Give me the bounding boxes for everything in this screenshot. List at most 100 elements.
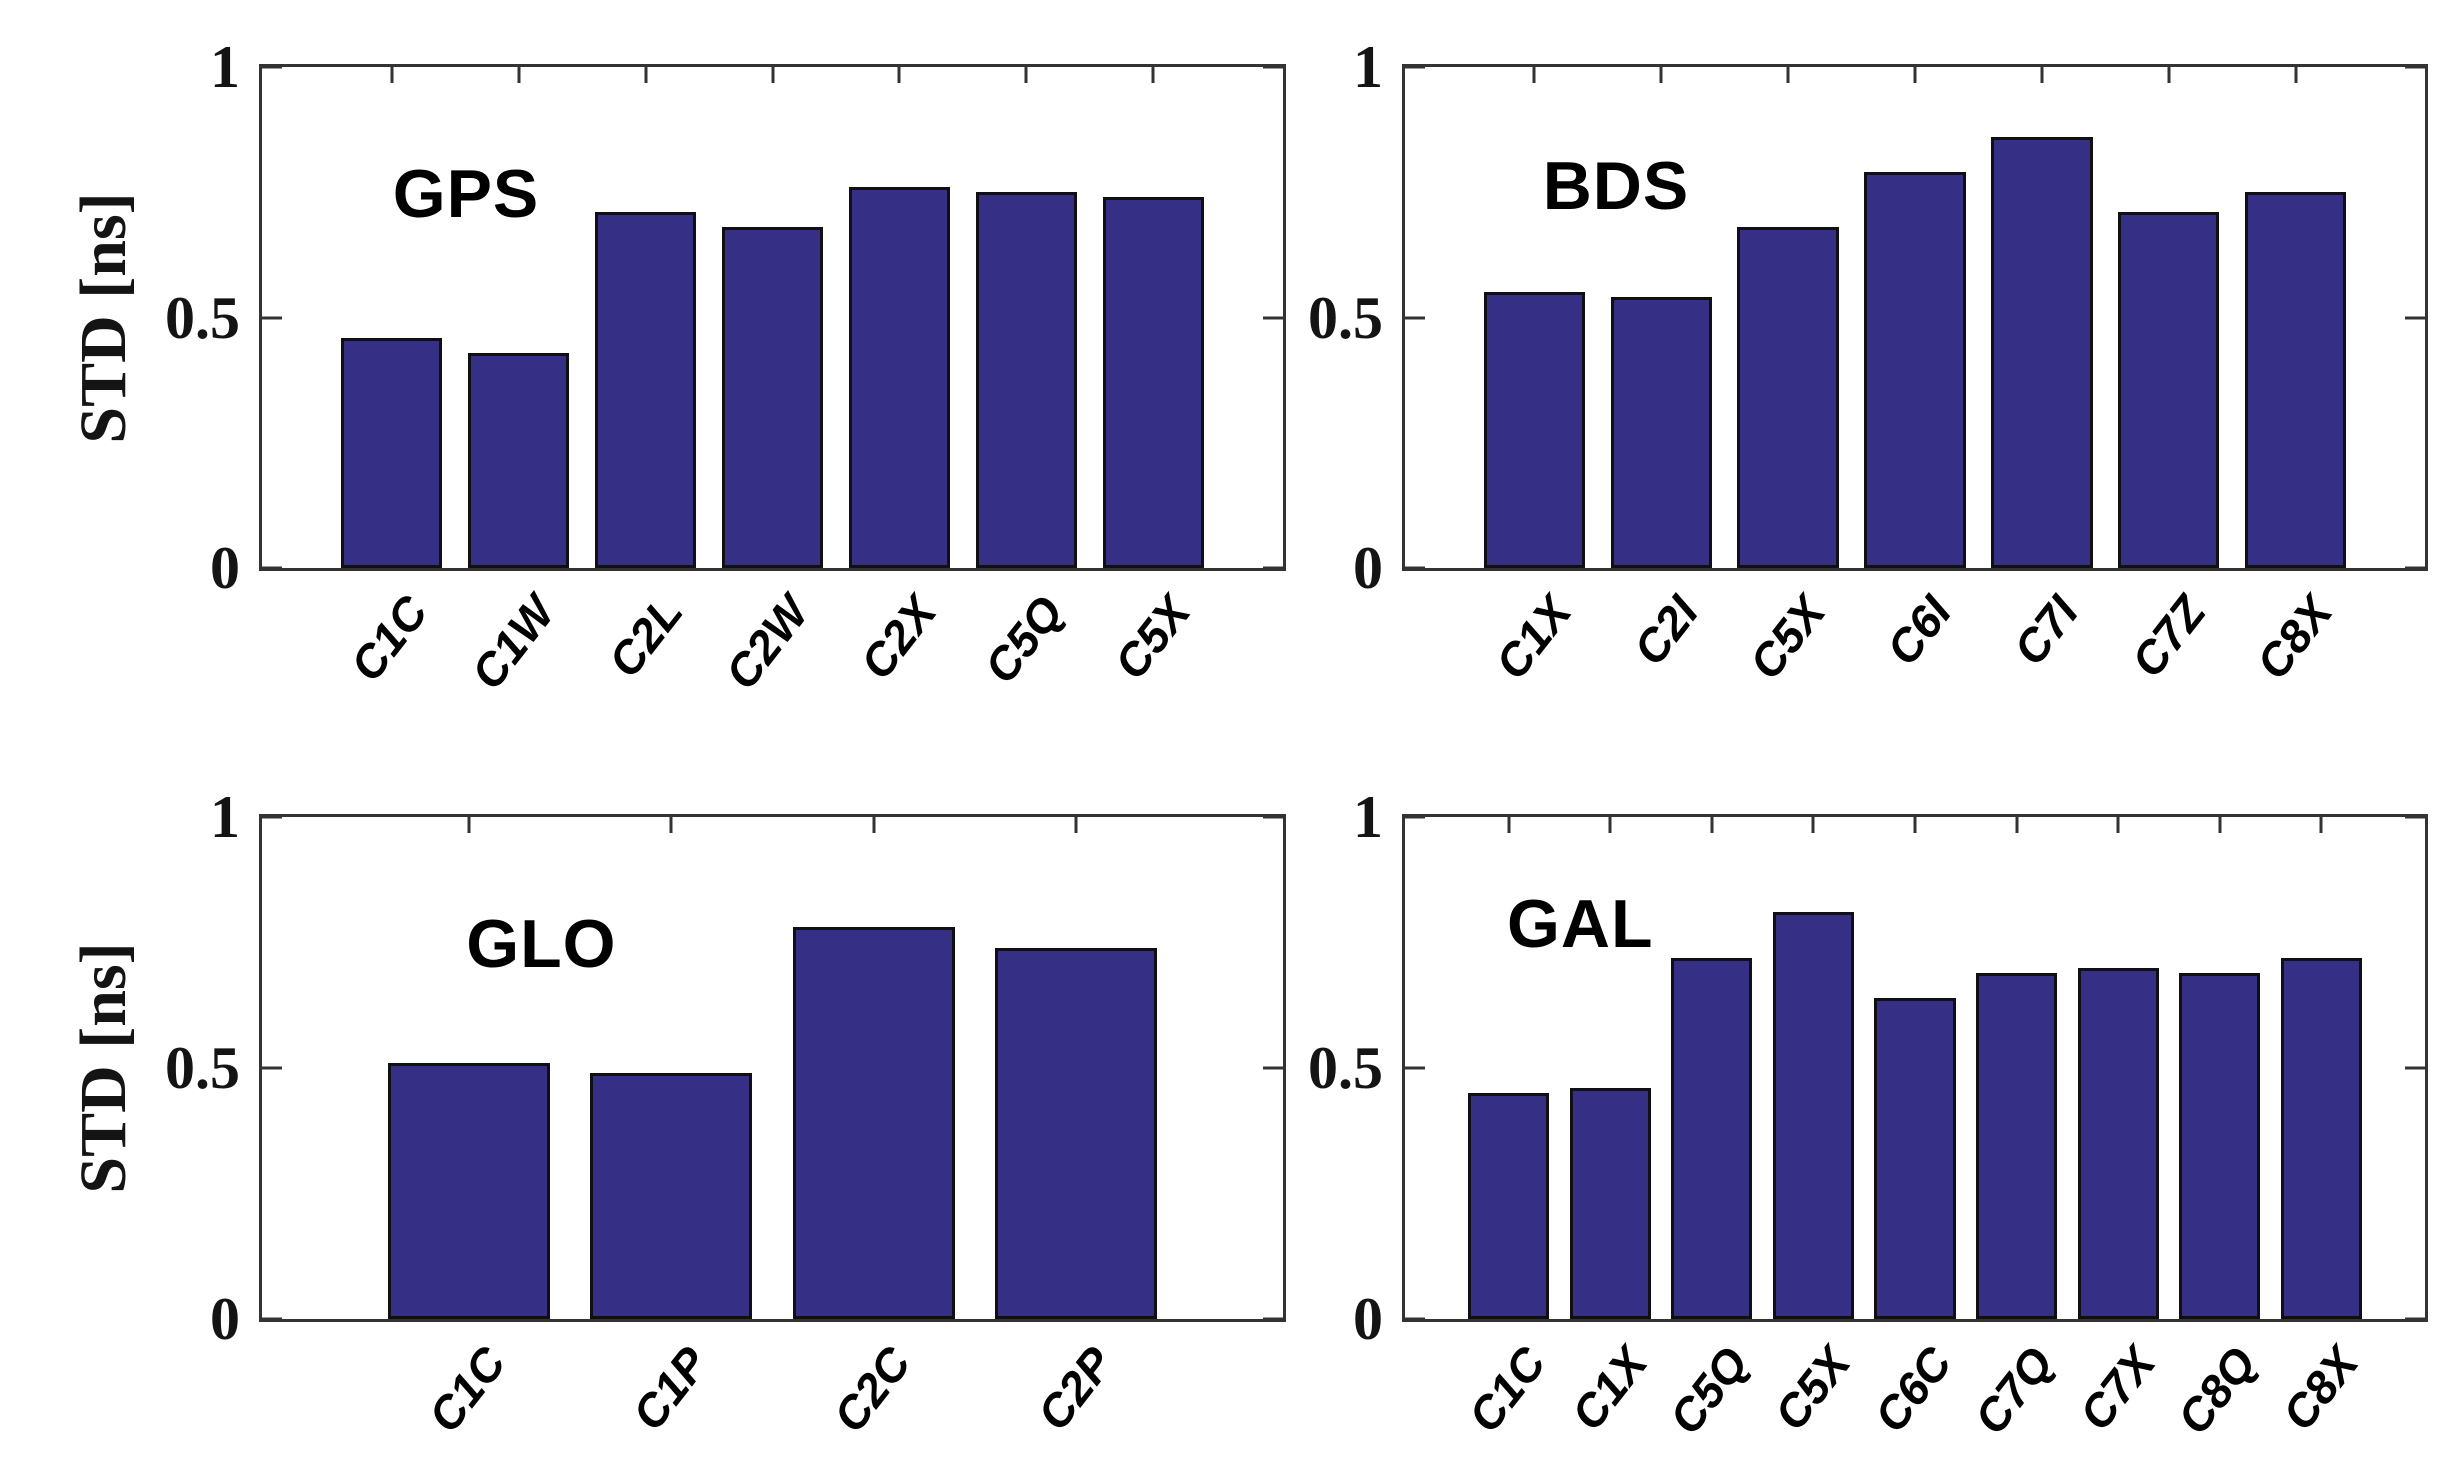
subplot-glo: STD [ns] 0 0.5 1 C1C C1P C2C C2P GLO — [67, 787, 1286, 1442]
y-tick — [262, 1066, 282, 1070]
bar — [1467, 1093, 1550, 1319]
y-tick — [1263, 316, 1283, 319]
y-tick-label: 0 — [210, 535, 240, 601]
x-tick-top — [1913, 817, 1917, 833]
subplot-bds: 0 0.5 1 C1X C2I C5X C6I C7I C7Z C8X BDS — [1308, 37, 2428, 689]
y-tick — [2405, 815, 2425, 819]
bar — [2179, 972, 2261, 1319]
panel-label: BDS — [1542, 148, 1690, 225]
subplot-gal: 0 0.5 1 C1C C1X C5Q C5X C6C C7Q C7X C8Q C8X GAL — [1308, 787, 2428, 1444]
y-tick — [2405, 1066, 2425, 1070]
x-tick-top — [1811, 817, 1815, 833]
x-tick-label-text: C5X — [1104, 586, 1201, 689]
bar — [1737, 227, 1839, 568]
bar — [2117, 212, 2220, 568]
bar — [1671, 957, 1753, 1319]
x-tick-label-text: C1C — [1457, 1337, 1556, 1442]
bar — [1102, 197, 1205, 568]
bar — [590, 1073, 753, 1319]
x-tick-label-text: C7X — [2068, 1337, 2165, 1440]
bar — [995, 947, 1158, 1319]
bar — [1772, 912, 1855, 1319]
x-tick-label-text: C5X — [1738, 586, 1835, 689]
x-tick-top — [1074, 817, 1078, 833]
y-tick — [262, 566, 282, 570]
y-tick-label: 1 — [210, 34, 240, 100]
y-tick — [262, 65, 282, 69]
bar — [1569, 1088, 1651, 1319]
x-tick-label-text: C8X — [2246, 586, 2343, 689]
bar — [721, 227, 824, 568]
y-tick — [1405, 316, 1425, 319]
y-tick — [2405, 316, 2425, 319]
x-tick-top — [1024, 67, 1028, 83]
x-tick-top — [1659, 67, 1663, 83]
y-tick — [1405, 65, 1425, 69]
y-tick-label: 1 — [1353, 784, 1383, 850]
y-tick — [1405, 566, 1425, 570]
x-tick-label-text: C2X — [850, 586, 947, 689]
subplot-gps: STD [ns] 0 0.5 1 C1C C1W C2L C2W C2X C5Q C5X GPS — [67, 37, 1286, 699]
x-tick-label-text: C1X — [1560, 1337, 1657, 1440]
x-tick-label-text: C6I — [1876, 586, 1962, 675]
y-tick-label: 0.5 — [1308, 1035, 1383, 1101]
x-tick-top — [517, 67, 521, 83]
x-tick-label-text: C1P — [621, 1337, 718, 1440]
bar — [387, 1062, 550, 1319]
x-tick-top — [2116, 817, 2120, 833]
x-tick-label-text: C5X — [1763, 1337, 1861, 1440]
x-tick-top — [2167, 67, 2171, 83]
y-tick — [1405, 1066, 1425, 1070]
bar — [467, 352, 570, 568]
bar — [1975, 972, 2058, 1319]
y-tick — [1405, 815, 1425, 819]
x-tick-top — [644, 67, 647, 83]
x-tick-top — [2040, 67, 2044, 83]
x-tick-top — [1151, 67, 1155, 83]
panel-label: GLO — [466, 905, 617, 982]
y-tick — [1405, 1317, 1425, 1321]
y-tick — [1263, 65, 1283, 69]
x-tick-label-text: C2C — [822, 1337, 921, 1442]
x-tick-label-text: C1X — [1484, 586, 1582, 689]
x-tick-top — [467, 817, 471, 833]
y-tick-label: 0.5 — [165, 1035, 240, 1101]
x-tick-top — [1710, 817, 1714, 833]
x-tick-label-text: C7I — [2003, 586, 2089, 675]
x-tick-top — [669, 817, 673, 833]
x-tick-top — [390, 67, 394, 83]
y-tick — [2405, 65, 2425, 69]
x-tick-label-text: C8Q — [2167, 1337, 2267, 1444]
x-tick-top — [1507, 817, 1511, 833]
x-tick-label-text: C2I — [1622, 586, 1708, 675]
y-tick-label: 1 — [210, 784, 240, 850]
x-tick-label-text: C2P — [1026, 1337, 1123, 1440]
bar — [1483, 292, 1586, 568]
x-tick-label-text: C5Q — [973, 586, 1074, 693]
bar — [1864, 172, 1966, 568]
x-tick-label-text: C1C — [340, 586, 439, 691]
bar — [848, 187, 951, 568]
y-tick-label: 0.5 — [1308, 284, 1383, 351]
bar — [2244, 192, 2347, 568]
x-tick-top — [1913, 67, 1917, 83]
y-tick — [2405, 566, 2425, 570]
x-tick-top — [872, 817, 876, 833]
y-tick — [1263, 1317, 1283, 1321]
panel-label: GAL — [1507, 885, 1654, 962]
x-tick-top — [1608, 817, 1612, 833]
x-tick-top — [2319, 817, 2323, 833]
bar — [975, 192, 1078, 568]
panel-label: GPS — [392, 155, 540, 232]
y-tick — [1263, 1066, 1283, 1070]
y-tick — [2405, 1317, 2425, 1321]
y-tick — [262, 815, 282, 819]
y-tick-label: 0.5 — [165, 284, 240, 351]
x-tick-top — [771, 67, 774, 83]
x-tick-label-text: C1W — [461, 586, 566, 699]
bar — [340, 337, 443, 568]
x-tick-top — [1786, 67, 1790, 83]
x-tick-top — [1532, 67, 1536, 83]
y-tick — [1263, 566, 1283, 570]
